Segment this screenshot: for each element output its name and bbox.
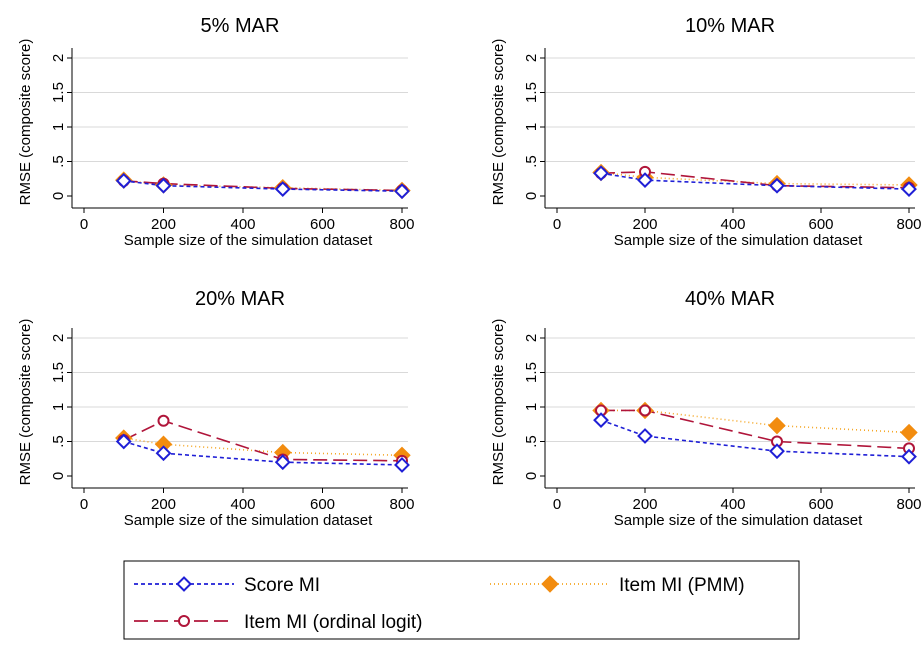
panel-title: 5% MAR <box>201 15 280 37</box>
series-line <box>123 180 403 192</box>
data-point <box>639 404 651 417</box>
data-point <box>155 445 172 462</box>
x-tick-label: 200 <box>632 496 657 513</box>
panel-2: 10% MAR 0 .5 1 1.5 2 0 200 400 600 800 Sample size … <box>490 15 921 249</box>
y-tick-label: 0 <box>50 472 67 480</box>
data-point <box>900 423 918 442</box>
series-line <box>123 179 403 192</box>
legend: Score MI Item MI (PMM) Item MI (ordinal lo… <box>123 560 800 640</box>
panel-3: 20% MAR 0 .5 1 1.5 2 0 200 400 600 800 Sample size … <box>17 288 415 529</box>
series-line <box>600 171 910 189</box>
y-axis-title: RMSE (composite score) <box>490 39 507 206</box>
x-tick-label: 400 <box>720 496 745 513</box>
series-line <box>600 172 910 190</box>
x-tick-label: 600 <box>310 216 335 233</box>
y-tick-label: 2 <box>523 334 540 342</box>
series-line <box>123 440 403 466</box>
series-line <box>123 437 403 457</box>
data-point <box>115 172 132 189</box>
x-axis-title: Sample size of the simulation dataset <box>124 232 373 249</box>
series-line <box>600 419 910 458</box>
x-tick-label: 600 <box>808 216 833 233</box>
y-tick-label: 2 <box>50 54 67 62</box>
panel-4: 40% MAR 0 .5 1 1.5 2 0 200 400 600 800 Sample size … <box>490 288 921 529</box>
x-tick-label: 200 <box>632 216 657 233</box>
x-axis-title: Sample size of the simulation dataset <box>614 512 863 529</box>
y-tick-label: .5 <box>50 435 67 448</box>
data-point <box>274 181 291 198</box>
data-point <box>769 443 785 460</box>
x-tick-label: 800 <box>389 496 414 513</box>
x-axis-title: Sample size of the simulation dataset <box>124 512 373 529</box>
y-tick-label: .5 <box>50 155 67 168</box>
data-point <box>901 448 917 465</box>
legend-swatch-marker <box>541 575 559 593</box>
legend-box <box>123 560 800 640</box>
x-axis-title: Sample size of the simulation dataset <box>614 232 863 249</box>
y-tick-label: .5 <box>523 435 540 448</box>
y-tick-label: 1 <box>523 403 540 411</box>
x-tick-label: 800 <box>389 216 414 233</box>
y-axis-title: RMSE (composite score) <box>490 319 507 486</box>
panel-1: 5% MAR 0 .5 1 1.5 2 0 200 400 600 800 Sample size o… <box>17 15 415 249</box>
legend-label: Score MI <box>244 575 320 596</box>
x-tick-label: 800 <box>896 216 921 233</box>
data-point <box>394 457 410 473</box>
panel-title: 10% MAR <box>685 15 775 37</box>
legend-swatch-marker <box>176 576 192 592</box>
x-tick-label: 400 <box>230 216 255 233</box>
x-tick-label: 400 <box>720 216 745 233</box>
data-point <box>155 177 172 194</box>
x-tick-label: 0 <box>553 216 561 233</box>
y-axis-title: RMSE (composite score) <box>17 319 34 486</box>
x-tick-label: 600 <box>310 496 335 513</box>
data-point <box>637 172 653 189</box>
x-tick-label: 200 <box>151 496 176 513</box>
data-point <box>593 165 609 182</box>
y-tick-label: 1.5 <box>523 362 540 383</box>
panel-title: 20% MAR <box>195 288 285 310</box>
y-tick-label: 1 <box>523 123 540 131</box>
data-point <box>115 433 132 450</box>
data-point <box>901 181 917 198</box>
y-tick-label: 1 <box>50 123 67 131</box>
y-tick-label: .5 <box>523 155 540 168</box>
series-line <box>601 409 910 450</box>
data-point <box>394 183 410 200</box>
data-point <box>769 177 785 194</box>
x-tick-label: 400 <box>230 496 255 513</box>
y-tick-label: 1 <box>50 403 67 411</box>
data-point <box>593 412 609 429</box>
data-point <box>637 428 653 444</box>
y-axis-title: RMSE (composite score) <box>17 39 34 206</box>
y-tick-label: 2 <box>50 334 67 342</box>
x-tick-label: 0 <box>80 216 88 233</box>
legend-label: Item MI (PMM) <box>619 575 745 596</box>
series-line <box>123 419 403 462</box>
x-tick-label: 800 <box>896 496 921 513</box>
legend-label: Item MI (ordinal logit) <box>244 612 422 633</box>
x-tick-label: 0 <box>553 496 561 513</box>
panel-title: 40% MAR <box>685 288 775 310</box>
y-tick-label: 0 <box>523 192 540 200</box>
data-point <box>768 416 786 435</box>
x-tick-label: 0 <box>80 496 88 513</box>
y-tick-label: 0 <box>523 472 540 480</box>
y-tick-label: 1.5 <box>523 82 540 103</box>
x-tick-label: 200 <box>151 216 176 233</box>
x-tick-label: 600 <box>808 496 833 513</box>
y-tick-label: 1.5 <box>50 82 67 103</box>
data-point <box>274 454 291 471</box>
legend-swatch-marker <box>178 615 190 627</box>
data-point <box>157 414 170 427</box>
y-tick-label: 0 <box>50 192 67 200</box>
y-tick-label: 1.5 <box>50 362 67 383</box>
y-tick-label: 2 <box>523 54 540 62</box>
